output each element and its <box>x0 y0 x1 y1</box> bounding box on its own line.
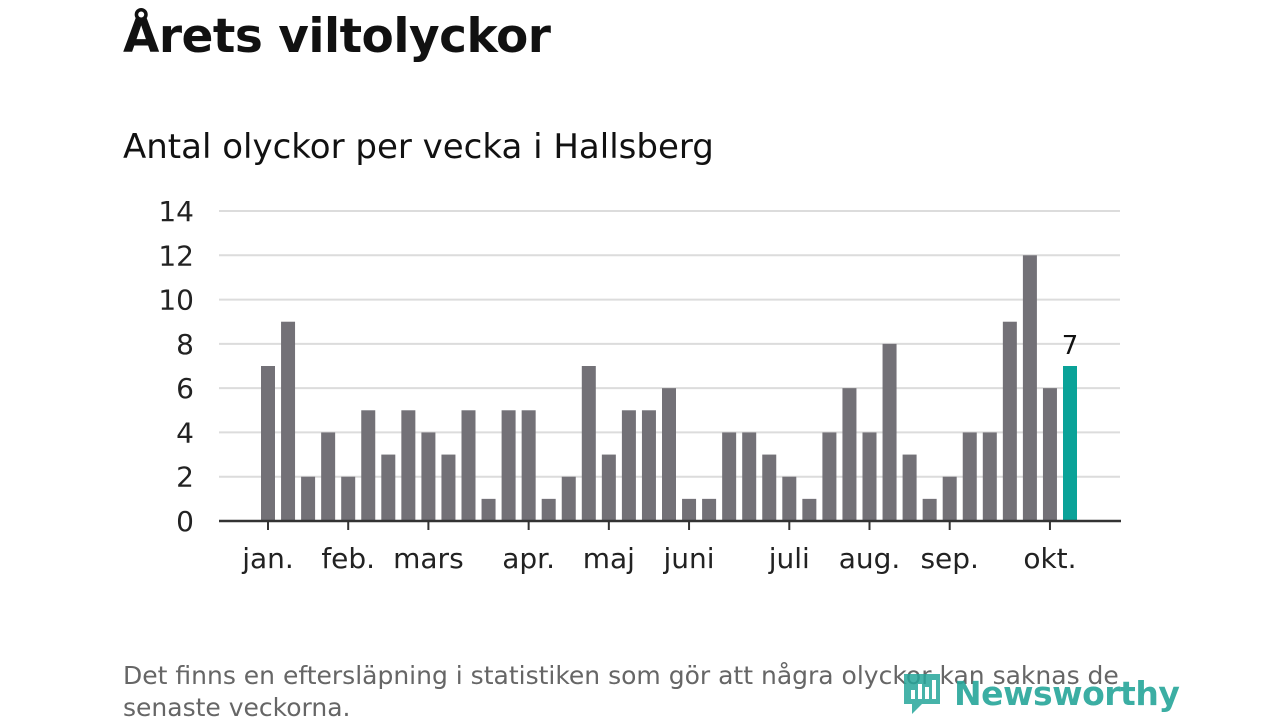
x-tick-label: okt. <box>1023 542 1076 575</box>
bar <box>842 388 857 521</box>
bar <box>341 476 356 521</box>
footnote: Det finns en eftersläpning i statistiken… <box>123 661 1119 722</box>
x-tick-label: aug. <box>839 542 901 575</box>
logo-text: Newsworthy <box>954 673 1180 713</box>
bar <box>1022 255 1037 522</box>
x-axis: jan. feb. mars apr. maj juni juli aug. sep. okt. <box>219 519 1121 575</box>
x-tick-label: maj <box>583 542 635 575</box>
bar <box>321 432 336 521</box>
y-tick-label: 10 <box>158 284 194 317</box>
bar <box>942 476 957 521</box>
x-tick-label: sep. <box>920 542 979 575</box>
bar <box>1002 321 1017 521</box>
bar <box>742 432 757 521</box>
bar <box>521 410 536 521</box>
bar-chart: 0 2 4 6 8 10 12 14 jan. feb. mars apr. maj juni juli a… <box>158 195 1121 575</box>
bar <box>782 476 797 521</box>
bar <box>822 432 837 521</box>
bar <box>501 410 516 521</box>
bar <box>862 432 877 521</box>
page-title: Årets viltolyckor <box>123 9 551 64</box>
bar <box>261 366 275 521</box>
newsworthy-logo-icon <box>904 674 940 714</box>
y-tick-label: 0 <box>176 505 194 538</box>
bar <box>401 410 416 521</box>
bar <box>682 498 697 521</box>
y-tick-label: 4 <box>176 416 194 449</box>
data-label: 7 <box>1062 331 1079 361</box>
bar <box>882 343 897 521</box>
bar <box>762 454 777 521</box>
bar <box>922 498 937 521</box>
bar <box>1042 388 1057 521</box>
bar <box>441 454 456 521</box>
bar <box>421 432 436 521</box>
chart-annotations: 7 <box>1062 331 1079 361</box>
bar <box>1063 366 1077 521</box>
bar <box>301 476 316 521</box>
bar <box>662 388 676 521</box>
x-tick-label: juli <box>768 542 810 575</box>
bar <box>561 476 576 521</box>
bar <box>581 366 596 521</box>
x-tick-label: feb. <box>321 542 375 575</box>
y-tick-label: 14 <box>158 195 194 228</box>
bar <box>381 454 396 521</box>
x-tick-label: juni <box>663 542 715 575</box>
bar <box>541 498 556 521</box>
bar <box>962 432 977 521</box>
bar <box>982 432 997 521</box>
bar <box>481 498 496 521</box>
bar <box>361 410 376 521</box>
bar <box>461 410 476 521</box>
y-axis-labels: 0 2 4 6 8 10 12 14 <box>158 195 194 538</box>
y-tick-label: 6 <box>176 372 194 405</box>
bar <box>722 432 737 521</box>
bar <box>281 321 296 521</box>
chart-subtitle: Antal olyckor per vecka i Hallsberg <box>123 127 714 167</box>
bar <box>802 498 817 521</box>
chart-bars <box>261 255 1077 522</box>
y-tick-label: 2 <box>176 461 194 494</box>
x-tick-label: apr. <box>502 542 555 575</box>
newsworthy-logo: Newsworthy <box>900 668 1180 718</box>
y-tick-label: 8 <box>176 328 194 361</box>
x-tick-label: mars <box>393 542 464 575</box>
bar <box>902 454 917 521</box>
bar <box>702 498 717 521</box>
bar <box>641 410 656 521</box>
bar <box>601 454 616 521</box>
bar <box>621 410 636 521</box>
x-tick-label: jan. <box>241 542 294 575</box>
y-tick-label: 12 <box>158 239 194 272</box>
